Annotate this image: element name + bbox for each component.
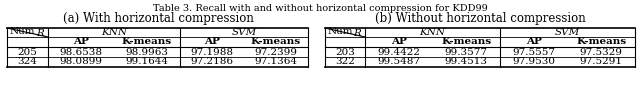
Text: 205: 205 [17,47,37,56]
Text: 203: 203 [335,47,355,56]
Text: 98.9963: 98.9963 [125,47,168,56]
Text: (b) Without horizontal compression: (b) Without horizontal compression [374,12,586,25]
Text: SVM: SVM [232,28,257,37]
Text: R: R [36,29,44,38]
Text: Table 3. Recall with and without horizontal compression for KDD99: Table 3. Recall with and without horizon… [152,4,488,13]
Text: AP: AP [391,38,406,46]
Text: KNN: KNN [101,28,127,37]
Text: 97.1988: 97.1988 [191,47,234,56]
Text: KNN: KNN [419,28,445,37]
Text: 99.5487: 99.5487 [377,57,420,67]
Text: 97.5329: 97.5329 [580,47,623,56]
Text: K-means: K-means [576,38,627,46]
Text: AP: AP [204,38,220,46]
Text: 99.1644: 99.1644 [125,57,168,67]
Text: 97.5557: 97.5557 [512,47,556,56]
Text: SVM: SVM [555,28,580,37]
Text: 97.9530: 97.9530 [512,57,556,67]
Text: 97.2186: 97.2186 [191,57,234,67]
Text: K-means: K-means [441,38,492,46]
Text: Num: Num [328,27,353,36]
Text: AP: AP [526,38,541,46]
Text: 97.1364: 97.1364 [255,57,298,67]
Text: 324: 324 [17,57,37,67]
Text: 97.2399: 97.2399 [255,47,298,56]
Text: R: R [353,29,361,38]
Text: K-means: K-means [251,38,301,46]
Text: K-means: K-means [122,38,172,46]
Text: 97.5291: 97.5291 [580,57,623,67]
Text: Num: Num [10,27,35,36]
Text: 99.4513: 99.4513 [445,57,488,67]
Text: 99.3577: 99.3577 [445,47,488,56]
Text: 322: 322 [335,57,355,67]
Text: 98.6538: 98.6538 [60,47,102,56]
Text: 98.0899: 98.0899 [60,57,102,67]
Text: AP: AP [73,38,89,46]
Text: 99.4422: 99.4422 [377,47,420,56]
Text: (a) With horizontal compression: (a) With horizontal compression [63,12,253,25]
